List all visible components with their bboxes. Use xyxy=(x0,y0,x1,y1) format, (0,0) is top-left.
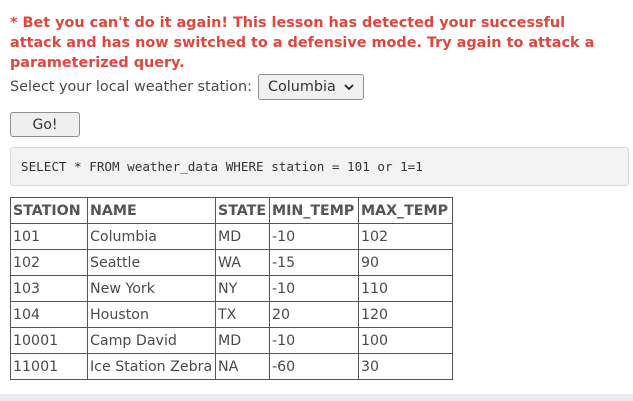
cell-name: Columbia xyxy=(87,223,216,250)
table-row: 102 Seattle WA -15 90 xyxy=(10,249,453,276)
table-row: 11001 Ice Station Zebra NA -60 30 xyxy=(10,353,453,380)
cell-state: TX xyxy=(215,301,270,328)
station-select-value: Columbia xyxy=(267,79,336,95)
page-bottom-strip xyxy=(0,394,633,401)
cell-max-temp: 100 xyxy=(358,327,453,354)
cell-min-temp: -60 xyxy=(269,353,359,380)
cell-station: 101 xyxy=(10,223,88,250)
cell-state: NY xyxy=(215,275,270,302)
column-header-station: STATION xyxy=(10,197,88,224)
sql-query-display: SELECT * FROM weather_data WHERE station… xyxy=(10,147,629,186)
cell-min-temp: -10 xyxy=(269,327,359,354)
cell-max-temp: 120 xyxy=(358,301,453,328)
table-row: 103 New York NY -10 110 xyxy=(10,275,453,302)
table-row: 101 Columbia MD -10 102 xyxy=(10,223,453,250)
cell-name: Houston xyxy=(87,301,216,328)
cell-name: Ice Station Zebra xyxy=(87,353,216,380)
chevron-down-icon xyxy=(344,82,354,92)
column-header-name: NAME xyxy=(87,197,216,224)
cell-name: Seattle xyxy=(87,249,216,276)
cell-min-temp: 20 xyxy=(269,301,359,328)
table-row: 104 Houston TX 20 120 xyxy=(10,301,453,328)
station-select[interactable]: Columbia xyxy=(257,74,364,100)
cell-state: NA xyxy=(215,353,270,380)
cell-max-temp: 30 xyxy=(358,353,453,380)
cell-min-temp: -10 xyxy=(269,223,359,250)
cell-state: MD xyxy=(215,327,270,354)
column-header-state: STATE xyxy=(215,197,270,224)
table-row: 10001 Camp David MD -10 100 xyxy=(10,327,453,354)
cell-station: 11001 xyxy=(10,353,88,380)
cell-name: New York xyxy=(87,275,216,302)
weather-results-table: STATION NAME STATE MIN_TEMP MAX_TEMP 101… xyxy=(10,197,453,380)
cell-min-temp: -15 xyxy=(269,249,359,276)
lesson-warning-message: * Bet you can't do it again! This lesson… xyxy=(10,15,595,71)
cell-max-temp: 102 xyxy=(358,223,453,250)
cell-station: 104 xyxy=(10,301,88,328)
cell-station: 103 xyxy=(10,275,88,302)
cell-state: WA xyxy=(215,249,270,276)
table-header-row: STATION NAME STATE MIN_TEMP MAX_TEMP xyxy=(10,197,453,224)
station-form: Select your local weather station: Colum… xyxy=(10,73,364,101)
cell-name: Camp David xyxy=(87,327,216,354)
cell-state: MD xyxy=(215,223,270,250)
column-header-min-temp: MIN_TEMP xyxy=(269,197,359,224)
cell-station: 102 xyxy=(10,249,88,276)
column-header-max-temp: MAX_TEMP xyxy=(358,197,453,224)
cell-max-temp: 110 xyxy=(358,275,453,302)
cell-station: 10001 xyxy=(10,327,88,354)
go-button[interactable]: Go! xyxy=(10,112,80,137)
cell-max-temp: 90 xyxy=(358,249,453,276)
station-select-label: Select your local weather station: xyxy=(10,79,252,95)
cell-min-temp: -10 xyxy=(269,275,359,302)
